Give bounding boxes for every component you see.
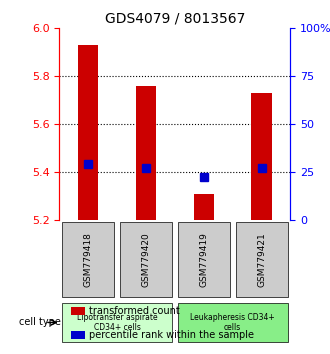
Bar [78, 45, 98, 220]
FancyBboxPatch shape [62, 222, 114, 297]
Text: Leukapheresis CD34+
cells: Leukapheresis CD34+ cells [190, 313, 275, 332]
Bar [136, 86, 156, 220]
FancyBboxPatch shape [178, 222, 230, 297]
Bar [194, 194, 214, 220]
Bar [251, 93, 272, 220]
FancyBboxPatch shape [178, 303, 287, 342]
Text: GSM779418: GSM779418 [84, 232, 93, 287]
Text: GSM779420: GSM779420 [142, 232, 150, 287]
FancyBboxPatch shape [236, 222, 287, 297]
FancyBboxPatch shape [62, 303, 172, 342]
Text: GSM779419: GSM779419 [199, 232, 208, 287]
Text: cell type: cell type [19, 318, 60, 327]
Text: Lipotransfer aspirate
CD34+ cells: Lipotransfer aspirate CD34+ cells [77, 313, 157, 332]
FancyBboxPatch shape [120, 222, 172, 297]
Text: percentile rank within the sample: percentile rank within the sample [89, 330, 254, 340]
Title: GDS4079 / 8013567: GDS4079 / 8013567 [105, 12, 245, 26]
Text: GSM779421: GSM779421 [257, 232, 266, 287]
Bar [71, 331, 85, 339]
Text: transformed count: transformed count [89, 306, 180, 316]
Bar [71, 307, 85, 315]
